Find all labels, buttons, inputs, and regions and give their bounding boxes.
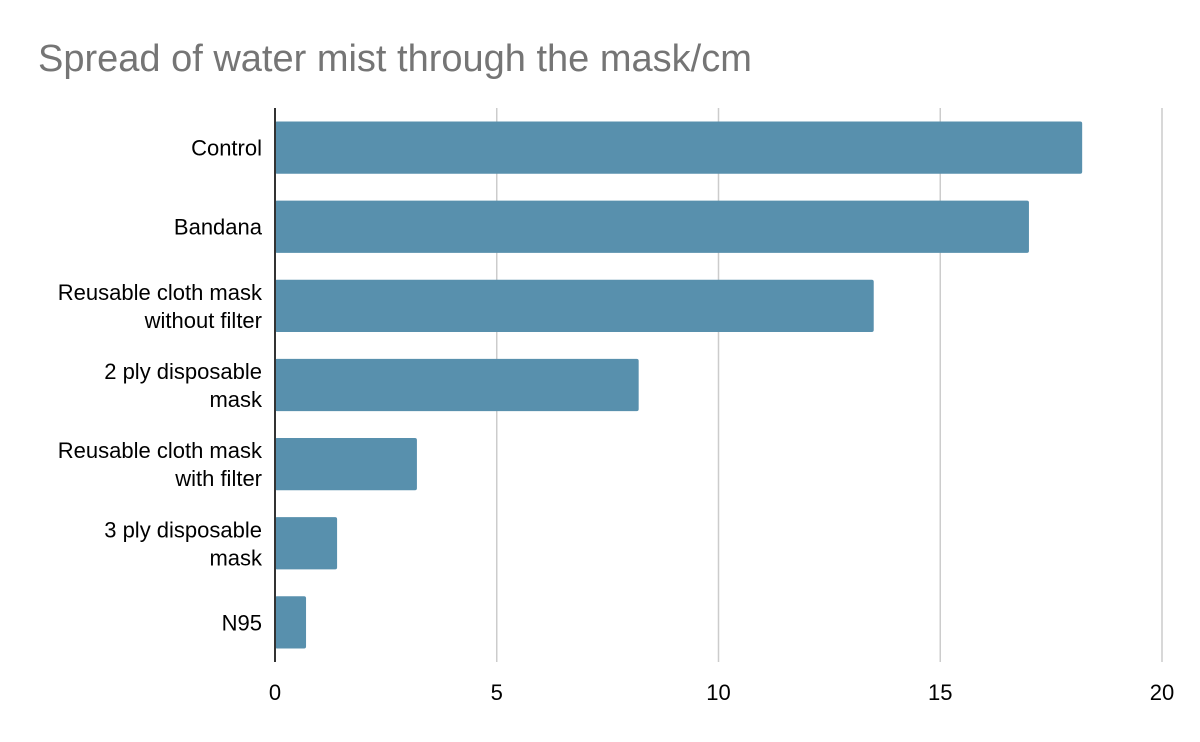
bar-1 <box>275 121 1083 174</box>
x-tick-label: 0 <box>269 680 281 705</box>
category-label: N95 <box>222 610 262 635</box>
chart-title: Spread of water mist through the mask/cm <box>38 38 752 80</box>
category-label: Reusable cloth mask with filter <box>58 438 263 491</box>
bar-5 <box>275 438 417 491</box>
bar-3 <box>275 279 874 332</box>
category-label: Bandana <box>174 215 263 240</box>
bar-7 <box>275 596 307 649</box>
x-tick-label: 5 <box>491 680 503 705</box>
x-tick-label: 20 <box>1150 680 1174 705</box>
category-label: 3 ply disposable mask <box>104 517 263 570</box>
x-tick-label: 10 <box>706 680 730 705</box>
category-label: Reusable cloth mask without filter <box>58 280 263 333</box>
category-label: Control <box>191 136 262 161</box>
bar-2 <box>275 200 1029 253</box>
category-label: 2 ply disposable mask <box>104 359 263 412</box>
x-tick-label: 15 <box>928 680 952 705</box>
bar-6 <box>275 517 338 570</box>
bar-4 <box>275 358 639 412</box>
